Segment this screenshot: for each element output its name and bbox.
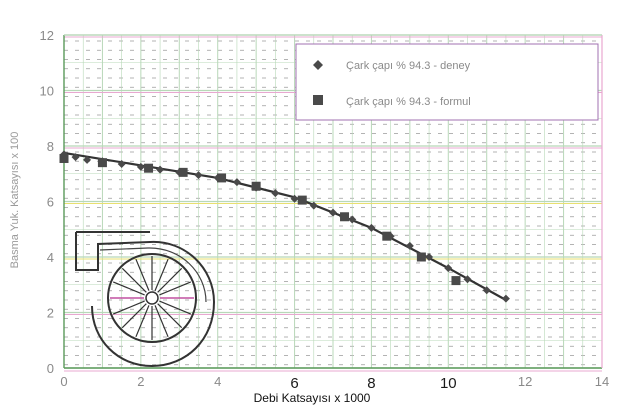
fan-blade [135, 258, 150, 291]
x-tick-label: 12 [518, 374, 532, 389]
point-deney [309, 201, 318, 210]
legend-box [295, 43, 599, 121]
x-axis-title: Debi Katsayısı x 1000 [254, 391, 371, 405]
legend-label-deney: Çark çapı % 94.3 - deney [346, 60, 471, 72]
y-tick-label: 4 [47, 250, 54, 265]
dashed-background-pattern [64, 40, 602, 366]
y-tick-label: 10 [40, 84, 54, 99]
legend-label-formul: Çark çapı % 94.3 - formul [346, 96, 471, 108]
point-deney [425, 253, 434, 261]
fan-blade [157, 267, 183, 293]
fan-blade [157, 303, 183, 329]
point-formul [59, 153, 69, 163]
point-formul [251, 181, 261, 191]
point-deney [194, 171, 203, 180]
point-deney [405, 241, 414, 250]
point-formul [340, 212, 350, 222]
y-tick-label: 6 [47, 195, 54, 210]
point-formul [178, 167, 188, 177]
fan-casing [75, 232, 216, 368]
fan-impeller-ring [107, 253, 197, 343]
x-tick-label: 8 [367, 375, 375, 392]
legend-marker-square [313, 95, 323, 105]
point-formul [382, 231, 392, 241]
fan-blade [112, 281, 145, 296]
fan-blade [112, 300, 145, 315]
point-deney [156, 165, 165, 174]
point-formul [297, 195, 307, 205]
x-tick-label: 4 [214, 374, 221, 389]
fan-casing-inner [99, 247, 207, 303]
y-tick-label: 8 [47, 139, 54, 154]
point-formul [451, 276, 461, 286]
point-deney [232, 178, 241, 187]
fan-blade [159, 281, 192, 296]
data-marks [59, 150, 510, 303]
fit-line [62, 151, 507, 302]
x-tick-label: 2 [137, 374, 144, 389]
fan-hub [145, 291, 159, 305]
fan-blade [135, 305, 150, 338]
point-deney [71, 153, 80, 162]
point-deney [83, 155, 92, 164]
fan-blade [154, 305, 169, 338]
point-formul [217, 173, 227, 183]
point-deney [329, 208, 337, 217]
tick-labels: 0 2 4 6 8 10 12 0 2 4 6 8 10 12 14 [40, 28, 610, 392]
fit-curve [62, 151, 507, 302]
x-tick-label: 6 [290, 375, 298, 392]
x-tick-label: 14 [595, 374, 609, 389]
point-deney [348, 215, 357, 224]
fan-blades [110, 256, 194, 340]
point-deney [136, 162, 145, 171]
y-tick-label: 2 [47, 306, 54, 321]
y-tick-label: 12 [40, 28, 54, 43]
y-tick-label: 0 [47, 361, 54, 376]
point-deney [367, 223, 376, 232]
legend: Çark çapı % 94.3 - deney Çark çapı % 94.… [295, 43, 599, 121]
point-deney [117, 160, 126, 169]
point-deney [290, 194, 299, 203]
x-tick-label: 10 [440, 375, 457, 392]
y-axis-title: Basma Yuk. Katsayısı x 100 [9, 132, 21, 269]
fan-blade [159, 300, 192, 315]
x-tick-label: 0 [60, 374, 67, 389]
fan-blade [121, 267, 147, 293]
point-deney [501, 294, 510, 303]
fan-illustration [75, 231, 216, 368]
point-formul [97, 158, 107, 168]
point-formul [416, 252, 426, 262]
point-deney [463, 275, 472, 284]
legend-marker-diamond [313, 60, 323, 70]
point-deney [271, 189, 280, 198]
plot-frame [63, 34, 603, 369]
point-formul [144, 163, 154, 173]
fan-blade [121, 303, 147, 329]
point-deney [444, 264, 453, 273]
point-deney [482, 286, 491, 295]
fan-blade [154, 258, 169, 291]
